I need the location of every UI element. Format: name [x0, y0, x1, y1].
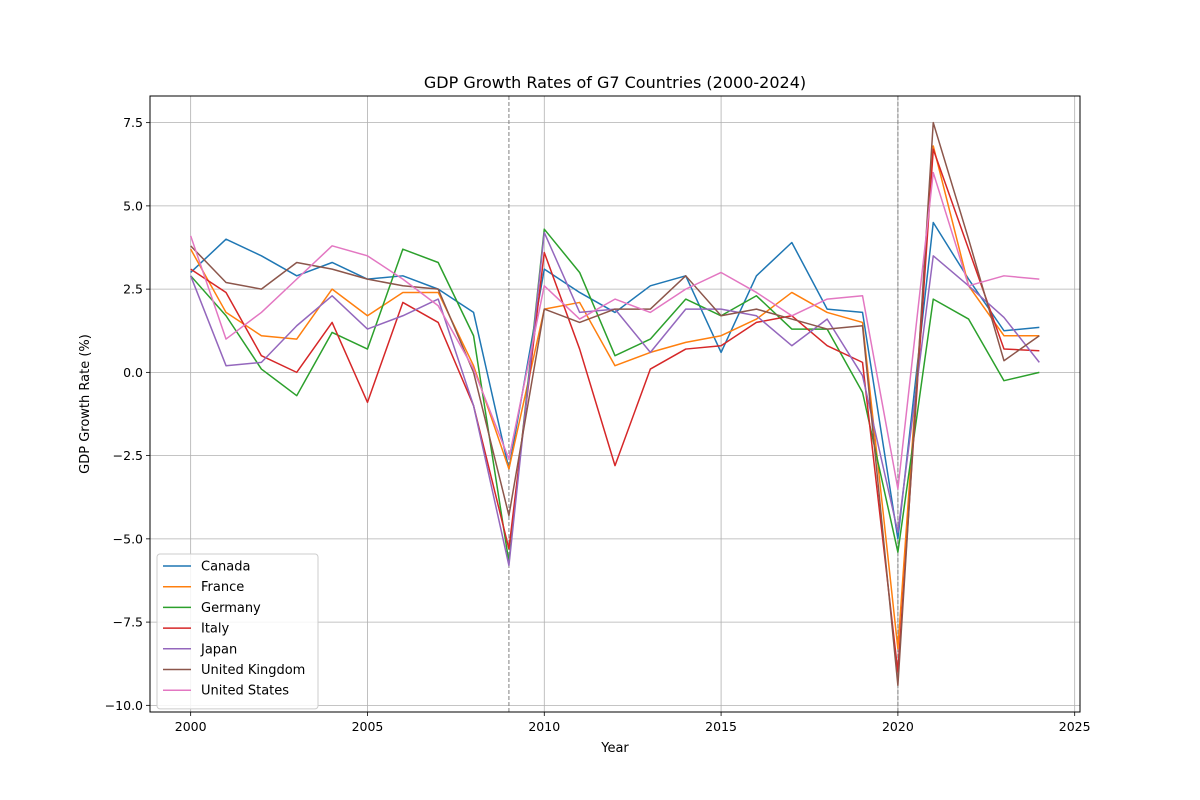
x-axis-label: Year	[600, 741, 629, 756]
chart-title: GDP Growth Rates of G7 Countries (2000-2…	[424, 73, 806, 92]
legend-label-germany: Germany	[201, 601, 261, 616]
grid-lines	[150, 96, 1080, 712]
legend-label-france: France	[201, 580, 244, 595]
legend: Canada France Germany Italy Japan United King…	[156, 553, 319, 710]
y-tick-label: 7.5	[123, 115, 143, 130]
x-axis-ticks: 2000 2005 2010 2015 2020 2025	[175, 712, 1091, 734]
legend-label-italy: Italy	[201, 622, 230, 637]
series-line-united-kingdom	[190, 121, 1040, 687]
x-tick-label: 2010	[528, 719, 560, 734]
x-tick-label: 2015	[705, 719, 737, 734]
series-line-france	[190, 145, 1040, 650]
reference-lines	[508, 96, 899, 712]
y-axis-label: GDP Growth Rate (%)	[78, 334, 93, 474]
x-tick-label: 2020	[882, 719, 914, 734]
legend-label-united-states: United States	[201, 684, 289, 699]
legend-label-united-kingdom: United Kingdom	[201, 663, 305, 678]
series-lines	[189, 121, 1040, 687]
legend-label-japan: Japan	[200, 642, 237, 657]
x-tick-label: 2005	[352, 719, 384, 734]
plot-frame	[149, 95, 1081, 713]
series-line-italy	[190, 148, 1040, 673]
legend-box	[156, 553, 319, 710]
y-tick-label: −2.5	[113, 448, 143, 463]
legend-label-canada: Canada	[201, 560, 250, 575]
series-line-united-states	[189, 171, 1040, 490]
y-tick-label: 5.0	[123, 198, 143, 213]
x-tick-label: 2000	[175, 719, 207, 734]
x-tick-label: 2025	[1059, 719, 1091, 734]
y-tick-label: −7.5	[113, 615, 143, 630]
series-line-germany	[190, 228, 1040, 563]
y-tick-label: −5.0	[113, 531, 143, 546]
y-axis-ticks: 7.5 5.0 2.5 0.0 −2.5 −5.0 −7.5 −10.0	[105, 115, 150, 713]
y-tick-label: 2.5	[123, 282, 143, 297]
series-line-canada	[190, 221, 1040, 540]
y-tick-label: −10.0	[105, 698, 143, 713]
y-tick-label: 0.0	[123, 365, 143, 380]
